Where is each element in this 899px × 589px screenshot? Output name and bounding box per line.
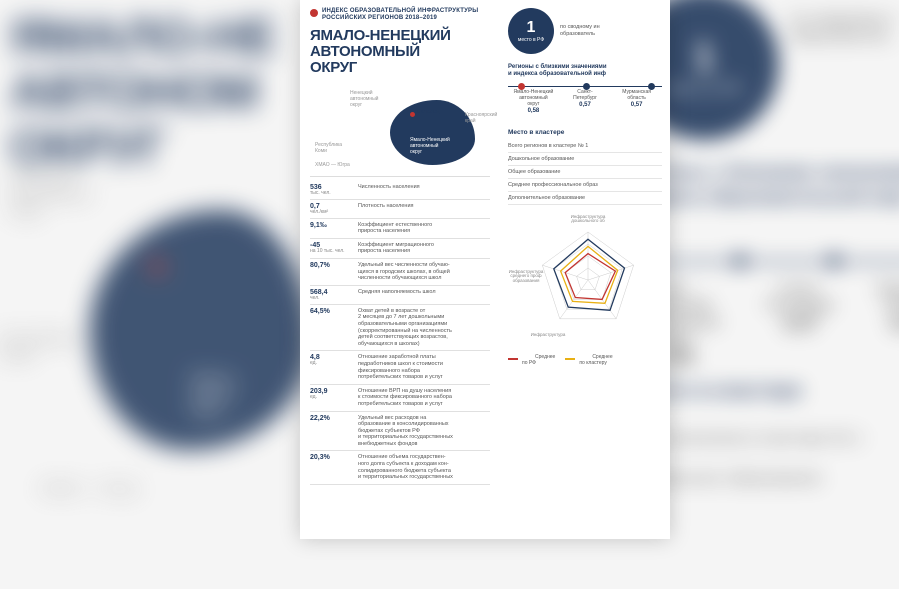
stat-label: Численность населения: [358, 184, 490, 196]
compare-head: Регионы с близкими значениямии индекса о…: [508, 64, 662, 78]
cluster-row: Дошкольное образование: [508, 153, 662, 166]
rank-circle: 1 место в РФ: [508, 8, 554, 54]
bg-city-dot: [150, 260, 164, 274]
city-label: Салехард: [417, 109, 440, 115]
bg-rank-desc: по сводному иобразователь: [789, 10, 896, 46]
stat-row: 22,2%Удельный вес расходов наобразование…: [310, 412, 490, 452]
cluster-row: Общее образование: [508, 166, 662, 179]
bg-rank-num: 1: [693, 35, 715, 80]
stat-label: Охват детей в возрасте от2 месяцев до 7 …: [358, 308, 490, 348]
bg-label: РеспубликаКоми: [0, 330, 76, 362]
radar-chart: Инфраструктурадошкольного об Инфраструкт…: [508, 215, 662, 350]
dot-icon: [827, 254, 841, 268]
stat-row: 20,3%Отношение объема государствен-ного …: [310, 451, 490, 484]
stat-label: Отношение заработной платыпедработников …: [358, 354, 490, 380]
map-label: ХМАО — Югра: [315, 162, 350, 168]
compare-dot: [518, 83, 525, 90]
map-label: Ненецкийавтономныйокруг: [350, 90, 378, 108]
stat-value: 22,2%: [310, 415, 358, 448]
stat-label: Средняя наполняемость школ: [358, 289, 490, 301]
stat-label: Удельный вес расходов наобразование в ко…: [358, 415, 490, 448]
legend-item: Среднеепо кластеру: [565, 354, 612, 366]
compare-dot: [648, 83, 655, 90]
stat-label: Отношение объема государствен-ного долга…: [358, 454, 490, 480]
stat-row: 0,7чел./км²Плотность населения: [310, 200, 490, 219]
bg-label: Ямало-автоноокруг: [190, 370, 238, 418]
compare-dot: [583, 83, 590, 90]
bg-label: Ненецкийавтономныйокруг: [10, 170, 90, 218]
cluster-row: Всего регионов в кластере № 1: [508, 140, 662, 153]
radar-legend: Среднеепо РФ Среднеепо кластеру: [508, 354, 662, 366]
stat-value: 0,7чел./км²: [310, 203, 358, 215]
map-label: РеспубликаКоми: [315, 142, 342, 154]
dot-icon: [733, 254, 747, 268]
stat-label: Удельный вес численности обучаю-щихся в …: [358, 262, 490, 282]
stat-label: Коэффициент естественногоприроста населе…: [358, 222, 490, 235]
stat-value: 536тыс. чел.: [310, 184, 358, 196]
cluster-rows: Всего регионов в кластере № 1Дошкольное …: [508, 140, 662, 205]
stat-value: 9,1‰: [310, 222, 358, 235]
stat-value: 568,4чел.: [310, 289, 358, 301]
region-title: ЯМАЛО-НЕНЕЦКИЙАВТОНОМНЫЙОКРУГ: [310, 28, 490, 75]
stat-label: Отношение ВРП на душу населенияк стоимос…: [358, 388, 490, 408]
stat-value: 80,7%: [310, 262, 358, 282]
cluster-row: Дополнительное образование: [508, 192, 662, 205]
compare-line: [508, 86, 662, 116]
stat-row: 4,8ед.Отношение заработной платыпедработ…: [310, 351, 490, 384]
bg-label: ХМАО — Югра: [40, 480, 138, 496]
stat-row: -45на 10 тыс. чел.Коэффициент миграционн…: [310, 239, 490, 259]
rank-box: 1 место в РФ по сводному инобразователь: [508, 8, 662, 54]
stat-row: 64,5%Охват детей в возрасте от2 месяцев …: [310, 305, 490, 352]
rank-sub: место в РФ: [518, 37, 544, 43]
rank-desc: по сводному инобразователь: [560, 24, 600, 37]
stat-row: 203,9ед.Отношение ВРП на душу населенияк…: [310, 385, 490, 412]
panel-right-col: 1 место в РФ по сводному инобразователь …: [500, 0, 670, 539]
stat-value: 4,8ед.: [310, 354, 358, 380]
stat-value: -45на 10 тыс. чел.: [310, 242, 358, 255]
stat-row: 9,1‰Коэффициент естественногоприроста на…: [310, 219, 490, 239]
index-tag: ИНДЕКС ОБРАЗОВАТЕЛЬНОЙ ИНФРАСТРУКТУРЫРОС…: [310, 8, 490, 22]
bg-rank-sub: место в РФ: [667, 80, 741, 96]
stat-row: 568,4чел.Средняя наполняемость школ: [310, 286, 490, 305]
radar-axis-label: Инфраструктурадошкольного об: [558, 215, 618, 225]
cluster-row: Среднее профессиональное образ: [508, 179, 662, 192]
legend-item: Среднеепо РФ: [508, 354, 555, 366]
radar-svg: [533, 225, 643, 335]
stat-value: 64,5%: [310, 308, 358, 348]
map-label: Ямало-Ненецкийавтономныйокруг: [410, 137, 450, 155]
rank-num: 1: [527, 19, 536, 37]
stat-label: Плотность населения: [358, 203, 490, 215]
stat-row: 536тыс. чел.Численность населения: [310, 181, 490, 200]
mini-map: Салехард Ненецкийавтономныйокруг Республ…: [310, 82, 490, 177]
stats-table: 536тыс. чел.Численность населения0,7чел.…: [310, 181, 490, 485]
city-dot: [410, 112, 415, 117]
stat-value: 20,3%: [310, 454, 358, 480]
map-label: Красноярскийкрай: [465, 112, 497, 124]
cluster-head: Место в кластере: [508, 129, 662, 136]
focus-panel: ИНДЕКС ОБРАЗОВАТЕЛЬНОЙ ИНФРАСТРУКТУРЫРОС…: [300, 0, 670, 539]
stat-value: 203,9ед.: [310, 388, 358, 408]
panel-left-col: ИНДЕКС ОБРАЗОВАТЕЛЬНОЙ ИНФРАСТРУКТУРЫРОС…: [300, 0, 500, 539]
stat-label: Коэффициент миграционногоприроста населе…: [358, 242, 490, 255]
stat-row: 80,7%Удельный вес численности обучаю-щих…: [310, 259, 490, 286]
